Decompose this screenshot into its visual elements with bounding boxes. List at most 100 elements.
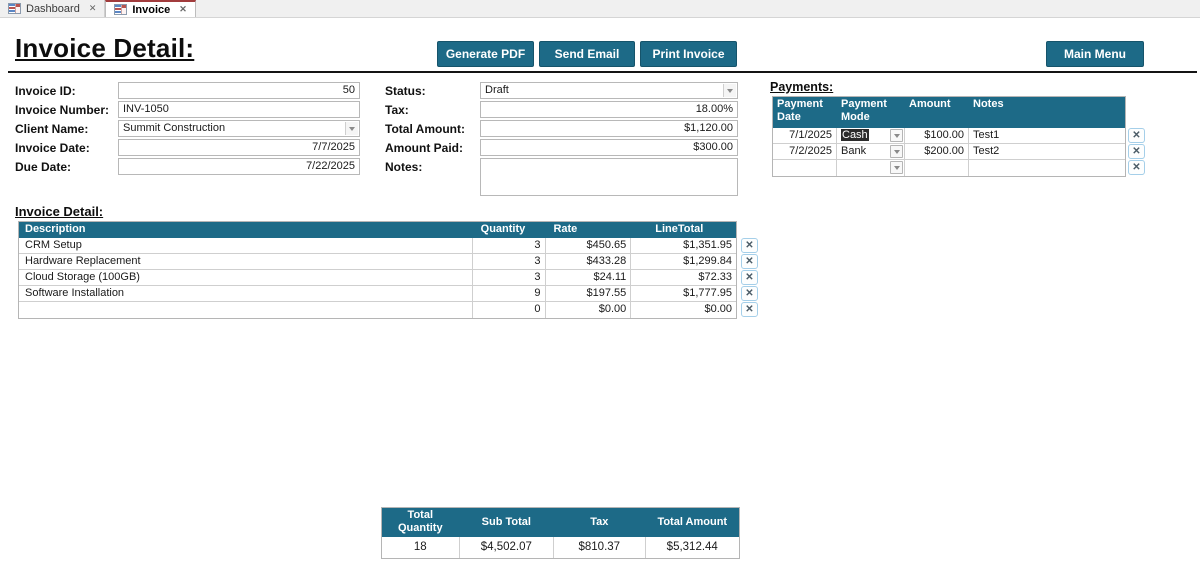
payment-notes-cell[interactable] [969, 160, 1125, 176]
tab-dashboard-label: Dashboard [26, 2, 80, 15]
detail-quantity-cell[interactable]: 9 [472, 286, 546, 302]
tab-invoice[interactable]: Invoice ✕ [105, 0, 196, 17]
chevron-down-icon[interactable] [345, 122, 358, 135]
delete-line-button[interactable]: ✕ [741, 238, 758, 253]
status-value: Draft [485, 84, 509, 96]
totals-total-value: $5,312.44 [666, 541, 718, 553]
totals-subtotal-value: $4,502.07 [460, 537, 555, 558]
detail-linetotal-cell[interactable]: $72.33 [631, 270, 737, 286]
delete-line-button[interactable]: ✕ [741, 270, 758, 285]
detail-description-cell[interactable]: Software Installation [19, 286, 473, 302]
payment-amount-cell[interactable] [905, 160, 969, 176]
chevron-down-icon[interactable] [890, 129, 903, 142]
detail-rate-cell[interactable]: $197.55 [545, 286, 632, 302]
close-icon[interactable]: ✕ [88, 3, 97, 13]
payment-mode-value: Cash [841, 129, 869, 141]
tab-bar: Dashboard ✕ Invoice ✕ [0, 0, 1200, 18]
chevron-down-icon[interactable] [890, 145, 903, 158]
totals-quantity-value: 18 [382, 537, 460, 558]
invoice-id-label: Invoice ID: [15, 84, 76, 98]
detail-linetotal-cell[interactable]: $1,777.95 [631, 286, 737, 302]
detail-rate-cell[interactable]: $0.00 [546, 302, 632, 318]
payments-heading: Payments: [770, 80, 834, 94]
client-name-value: Summit Construction [123, 122, 226, 134]
payment-amount-cell[interactable]: $200.00 [905, 144, 969, 160]
detail-description-cell[interactable]: Hardware Replacement [19, 254, 473, 270]
payment-notes-cell[interactable]: Test1 [969, 128, 1125, 144]
invoice-date-label: Invoice Date: [15, 141, 90, 155]
delete-payment-button[interactable]: ✕ [1128, 160, 1145, 175]
payment-amount-cell[interactable]: $100.00 [905, 128, 969, 144]
invoice-date-field[interactable]: 7/7/2025 [118, 139, 360, 156]
total-amount-field[interactable]: $1,120.00 [480, 120, 738, 137]
invoice-id-field[interactable]: 50 [118, 82, 360, 99]
amount-paid-field[interactable]: $300.00 [480, 139, 738, 156]
detail-col-description: Description [19, 222, 473, 238]
payment-date-cell[interactable]: 7/2/2025 [773, 144, 837, 160]
detail-linetotal-cell[interactable]: $0.00 [704, 303, 733, 315]
detail-header-row: Description Quantity Rate LineTotal [19, 222, 736, 238]
delete-line-button[interactable]: ✕ [741, 286, 758, 301]
payment-mode-value: Bank [841, 145, 867, 157]
payment-date-cell[interactable] [773, 160, 837, 176]
delete-line-button[interactable]: ✕ [741, 302, 758, 317]
detail-delete-column: ✕ ✕ ✕ ✕ ✕ [741, 238, 758, 318]
detail-col-rate: Rate [545, 222, 632, 238]
payments-header-row: Payment Date Payment Mode Amount Notes [773, 97, 1125, 128]
due-date-field[interactable]: 7/22/2025 [118, 158, 360, 175]
status-label: Status: [385, 84, 426, 98]
detail-quantity-cell[interactable]: 0 [473, 302, 546, 318]
main-menu-button[interactable]: Main Menu [1046, 41, 1144, 67]
payments-table: Payment Date Payment Mode Amount Notes 7… [772, 96, 1126, 177]
tab-dashboard[interactable]: Dashboard ✕ [0, 0, 106, 17]
due-date-label: Due Date: [15, 160, 72, 174]
detail-description-cell[interactable]: Cloud Storage (100GB) [19, 270, 473, 286]
payment-date-cell[interactable]: 7/1/2025 [773, 128, 837, 144]
totals-col-total: Total Amount [645, 508, 739, 537]
payments-col-amount: Amount [905, 97, 969, 128]
chevron-down-icon[interactable] [890, 161, 903, 174]
form-icon [114, 4, 128, 15]
detail-quantity-cell[interactable]: 3 [472, 270, 546, 286]
invoice-number-label: Invoice Number: [15, 103, 110, 117]
payments-col-notes: Notes [969, 97, 1125, 128]
payment-row [773, 160, 1125, 176]
detail-rate-cell[interactable]: $433.28 [545, 254, 632, 270]
payment-mode-select[interactable]: Bank [837, 144, 905, 160]
detail-rate-cell[interactable]: $24.11 [545, 270, 632, 286]
detail-linetotal-cell[interactable]: $1,299.84 [631, 254, 737, 270]
payment-mode-select[interactable] [837, 160, 905, 176]
client-name-select[interactable]: Summit Construction [118, 120, 360, 137]
payment-notes-cell[interactable]: Test2 [969, 144, 1125, 160]
detail-linetotal-cell[interactable]: $1,351.95 [631, 238, 737, 254]
page-title: Invoice Detail: [15, 33, 195, 63]
tax-field[interactable]: 18.00% [480, 101, 738, 118]
print-invoice-button[interactable]: Print Invoice [640, 41, 737, 67]
generate-pdf-button[interactable]: Generate PDF [437, 41, 534, 67]
detail-rate-cell[interactable]: $450.65 [545, 238, 632, 254]
detail-description-cell[interactable] [19, 302, 473, 318]
delete-line-button[interactable]: ✕ [741, 254, 758, 269]
totals-tax-value: $810.37 [554, 537, 646, 558]
invoice-number-field[interactable]: INV-1050 [118, 101, 360, 118]
detail-quantity-cell[interactable]: 3 [472, 238, 546, 254]
header-divider [8, 71, 1197, 73]
detail-row: Cloud Storage (100GB) 3 $24.11 $72.33 [19, 270, 737, 286]
invoice-detail-heading: Invoice Detail: [15, 204, 104, 219]
detail-description-cell[interactable]: CRM Setup [19, 238, 473, 254]
payment-mode-select[interactable]: Cash [837, 128, 905, 144]
totals-values-row: 18 $4,502.07 $810.37 $5,312.44 [382, 537, 739, 558]
totals-table: Total Quantity Sub Total Tax Total Amoun… [381, 507, 740, 559]
status-select[interactable]: Draft [480, 82, 738, 99]
delete-payment-button[interactable]: ✕ [1128, 128, 1145, 143]
chevron-down-icon[interactable] [723, 84, 736, 97]
tax-label: Tax: [385, 103, 409, 117]
detail-quantity-cell[interactable]: 3 [472, 254, 546, 270]
notes-field[interactable] [480, 158, 738, 196]
form-icon [8, 3, 21, 14]
detail-col-linetotal: LineTotal [631, 222, 736, 238]
send-email-button[interactable]: Send Email [539, 41, 635, 67]
notes-label: Notes: [385, 160, 423, 174]
delete-payment-button[interactable]: ✕ [1128, 144, 1145, 159]
close-icon[interactable]: ✕ [179, 4, 187, 14]
